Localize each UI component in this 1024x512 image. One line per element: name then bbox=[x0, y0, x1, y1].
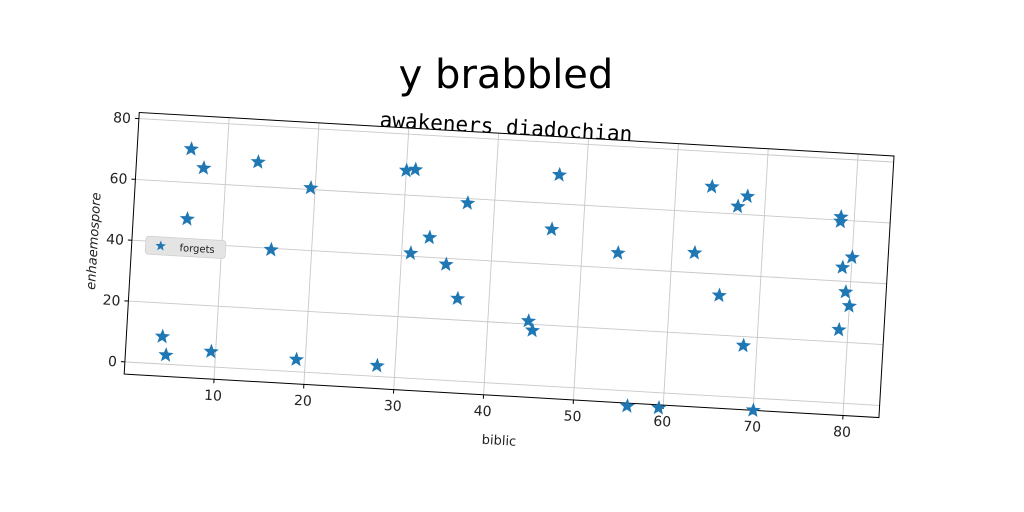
y-tick-label: 80 bbox=[113, 110, 132, 127]
x-tick-label: 50 bbox=[563, 408, 582, 425]
data-point bbox=[704, 178, 720, 194]
data-point bbox=[288, 351, 305, 367]
y-grid-line bbox=[138, 118, 894, 163]
data-point bbox=[610, 245, 626, 260]
x-tick-label: 40 bbox=[473, 403, 492, 420]
data-point bbox=[303, 179, 319, 195]
data-point bbox=[369, 357, 385, 373]
plot-area: 10 20 30 40 50 60 70 80 0 20 40 60 80 forgets biblic… bbox=[84, 110, 895, 450]
data-point bbox=[154, 328, 171, 344]
x-tick-label: 20 bbox=[294, 393, 313, 410]
plot-frame bbox=[123, 111, 895, 419]
y-tick-label: 40 bbox=[106, 232, 125, 249]
legend-label: forgets bbox=[179, 243, 215, 256]
data-point bbox=[438, 256, 454, 272]
data-point bbox=[450, 290, 466, 306]
data-point bbox=[250, 154, 266, 169]
scatter-points bbox=[154, 141, 860, 418]
data-point bbox=[841, 298, 858, 313]
data-point bbox=[460, 195, 476, 210]
y-grid-line bbox=[128, 300, 884, 346]
chart-title: y brabbled bbox=[399, 52, 614, 98]
x-tick-label: 10 bbox=[204, 388, 223, 405]
x-grid-line bbox=[662, 143, 679, 406]
data-point bbox=[735, 337, 752, 353]
data-point bbox=[196, 160, 212, 175]
data-point bbox=[179, 211, 195, 226]
y-grid-line bbox=[131, 239, 887, 285]
data-point bbox=[745, 402, 761, 418]
x-tick-label: 60 bbox=[653, 414, 672, 431]
x-grid-line bbox=[752, 148, 769, 411]
y-grid-line bbox=[135, 178, 891, 224]
data-point bbox=[203, 343, 219, 359]
x-tick-label: 70 bbox=[743, 419, 762, 436]
y-axis-label: enhaemospore bbox=[84, 192, 105, 290]
data-point bbox=[544, 221, 560, 237]
y-tick-label: 0 bbox=[107, 354, 117, 370]
y-tick-label: 60 bbox=[109, 171, 128, 188]
data-point bbox=[263, 241, 279, 257]
data-point bbox=[551, 166, 568, 182]
data-point bbox=[183, 141, 199, 156]
data-point bbox=[831, 321, 847, 337]
plot-background bbox=[124, 112, 895, 418]
data-point bbox=[524, 322, 541, 338]
data-point bbox=[619, 398, 635, 413]
data-point bbox=[158, 347, 174, 362]
data-point bbox=[711, 287, 727, 303]
data-point bbox=[422, 229, 438, 245]
data-point bbox=[730, 198, 746, 214]
legend-box bbox=[144, 235, 227, 259]
x-tick-label: 30 bbox=[383, 398, 402, 415]
x-axis-label: biblic bbox=[481, 433, 516, 450]
data-point bbox=[739, 188, 756, 204]
ticks: 10 20 30 40 50 60 70 80 0 20 40 60 80 bbox=[102, 110, 852, 441]
data-point bbox=[844, 249, 860, 265]
data-point bbox=[833, 213, 849, 229]
legend: forgets bbox=[144, 235, 227, 259]
y-tick-label: 20 bbox=[102, 293, 121, 310]
data-point bbox=[835, 259, 851, 275]
data-point bbox=[398, 162, 415, 178]
data-point bbox=[403, 245, 419, 260]
data-point bbox=[651, 399, 667, 415]
y-grid-line bbox=[124, 361, 880, 406]
x-grid-line bbox=[842, 153, 859, 416]
x-grid-line bbox=[483, 133, 500, 395]
data-point bbox=[687, 244, 703, 260]
x-grid-line bbox=[572, 138, 589, 400]
data-point bbox=[407, 161, 424, 177]
x-grid-line bbox=[303, 122, 320, 385]
data-point bbox=[838, 284, 854, 299]
x-tick-label: 80 bbox=[833, 424, 852, 441]
data-point bbox=[520, 313, 537, 328]
legend-star-icon bbox=[155, 240, 166, 251]
